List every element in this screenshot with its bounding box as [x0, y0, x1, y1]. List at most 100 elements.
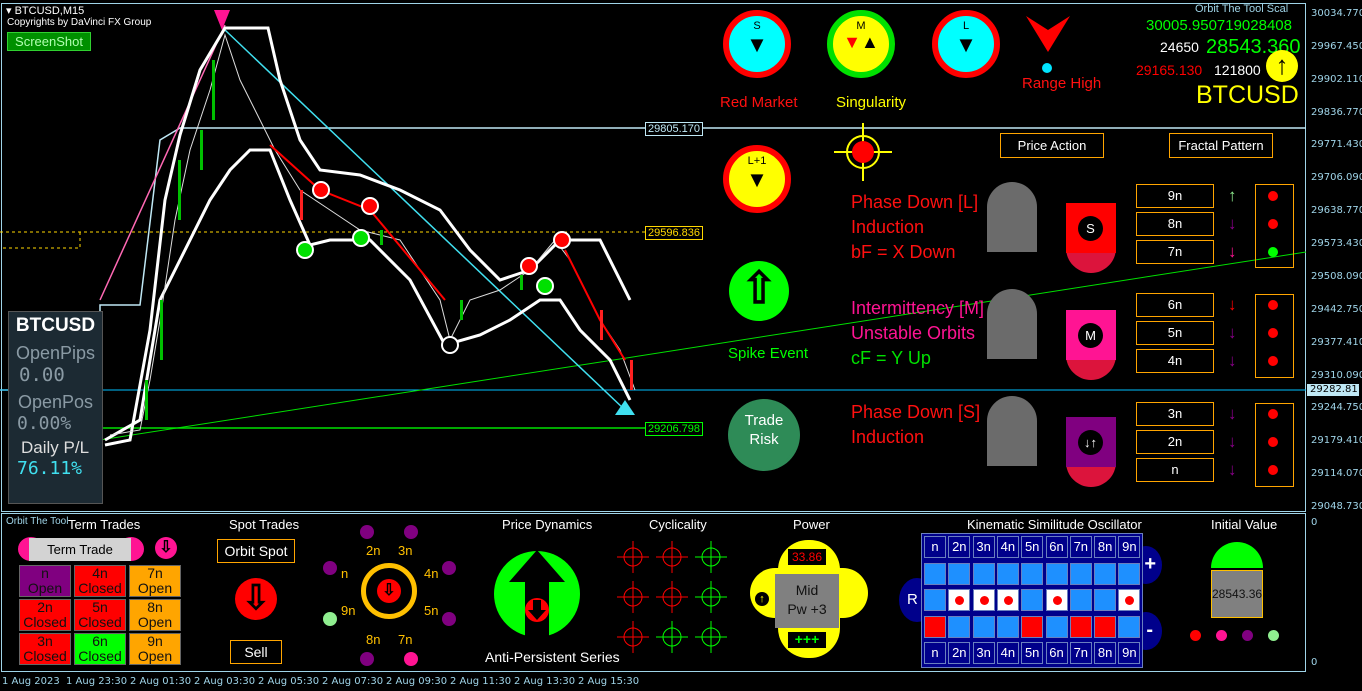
oscillator-cell: [924, 562, 946, 585]
chevron-down-icon: ▼: [746, 167, 768, 192]
fractal-pattern-button[interactable]: Fractal Pattern: [1169, 133, 1273, 158]
oscillator-cell[interactable]: 9n: [1118, 536, 1141, 558]
oscillator-cell[interactable]: 7n: [1069, 642, 1092, 664]
time-tick: 2 Aug 05:30: [258, 676, 320, 687]
open-pips-label: OpenPips: [16, 343, 96, 363]
arrow-up-icon: ↑: [755, 592, 769, 606]
term-trade-cell-9n[interactable]: 9n Open: [129, 633, 181, 665]
series-label: Anti-Persistent Series: [485, 649, 620, 665]
tool-label: Orbit The Tool: [6, 516, 69, 527]
chevron-down-icon: ▼: [955, 32, 977, 57]
orbit-spot-button[interactable]: Orbit Spot: [217, 539, 295, 563]
orbit-label: 2n: [366, 543, 381, 558]
oscillator-cell[interactable]: 4n: [996, 536, 1019, 558]
level-lower: 29206.798: [645, 422, 703, 436]
oscillator-cell[interactable]: 9n: [1118, 642, 1141, 664]
sell-button[interactable]: Sell: [230, 640, 282, 664]
oscillator-cell[interactable]: 5n: [1021, 536, 1044, 558]
oscillator-cell[interactable]: 5n: [1021, 642, 1044, 664]
phase-badge-label: M: [1078, 323, 1103, 348]
term-trade-hold-button[interactable]: Term Trade [Hold]: [29, 538, 131, 580]
power-value: 33.86: [788, 549, 826, 565]
cycle-crosshair-icon: [656, 621, 688, 653]
fractal-button-2n[interactable]: 2n: [1136, 430, 1214, 454]
initial-value-dot: [1216, 630, 1227, 641]
term-trade-n: 4n: [92, 565, 108, 581]
oscillator-cell: [1045, 615, 1068, 638]
signal-l1-label: L+1: [747, 155, 767, 167]
panel-name: Orbit The Tool Scal: [1195, 3, 1289, 15]
oscillator-cell[interactable]: 3n: [972, 536, 995, 558]
oscillator-dot: [1052, 596, 1062, 605]
time-tick: 2 Aug 03:30: [194, 676, 256, 687]
oscillator-cell[interactable]: 6n: [1045, 642, 1068, 664]
quote-line3-right: 121800: [1214, 62, 1261, 78]
fractal-button-6n[interactable]: 6n: [1136, 293, 1214, 317]
signal-s-label: S: [753, 20, 761, 32]
orbit-dot: [360, 525, 374, 539]
oscillator-dot: [1003, 596, 1013, 605]
term-trade-cell-8n[interactable]: 8n Open: [129, 599, 181, 631]
screenshot-button[interactable]: ScreenShot: [7, 32, 91, 51]
cycle-crosshair-icon: [617, 621, 649, 653]
signal-m-label: M: [856, 20, 866, 32]
term-trade-cell-5n[interactable]: 5n Closed: [74, 599, 126, 631]
signal-l1-circle: L+1 ▼: [723, 145, 791, 213]
price-tick: 29508.090: [1311, 270, 1362, 282]
oscillator-cell[interactable]: 8n: [1094, 642, 1117, 664]
price-chart[interactable]: [0, 0, 1306, 512]
quote-line3-left: 29165.130: [1136, 62, 1203, 78]
fractal-button-n[interactable]: n: [1136, 458, 1214, 482]
quote-symbol: BTCUSD: [1196, 81, 1299, 109]
oscillator-cell: [924, 615, 946, 638]
power-strength: +++: [788, 632, 826, 648]
term-trade-cell-7n[interactable]: 7n Open: [129, 565, 181, 597]
oscillator-cell: [1021, 589, 1044, 611]
price-action-button[interactable]: Price Action: [1000, 133, 1104, 158]
oscillator-cell[interactable]: n: [924, 536, 946, 558]
term-trade-n: 9n: [147, 633, 163, 649]
term-trade-cell-n[interactable]: n Open: [19, 565, 71, 597]
oscillator-cell[interactable]: 2n: [948, 536, 971, 558]
red-signal-line: [269, 144, 446, 301]
arrow-down-icon: ↓: [1228, 242, 1237, 261]
chevron-down-icon: ▼: [746, 32, 768, 57]
mixed-arrows-icon: ▼▲: [843, 32, 879, 52]
power-widget: 33.86 Mid Pw +3 ↑ +++: [750, 540, 868, 658]
term-trade-status: Open: [137, 614, 173, 630]
fractal-button-9n[interactable]: 9n: [1136, 184, 1214, 208]
fractal-button-5n[interactable]: 5n: [1136, 321, 1214, 345]
fractal-button-3n[interactable]: 3n: [1136, 402, 1214, 426]
price-tick: 29244.750: [1311, 402, 1362, 414]
orbit-label: 4n: [424, 566, 439, 581]
phase-badge-label: ↓↑: [1078, 430, 1103, 455]
oscillator-cell: [1069, 562, 1092, 585]
oscillator-cell[interactable]: 4n: [996, 642, 1019, 664]
price-tick: 29573.430: [1311, 238, 1362, 250]
oscillator-cell[interactable]: n: [924, 642, 946, 664]
cycle-crosshair-icon: [695, 541, 727, 573]
oscillator-cell: [972, 589, 995, 611]
fractal-button-8n[interactable]: 8n: [1136, 212, 1214, 236]
term-trade-cell-3n[interactable]: 3n Closed: [19, 633, 71, 665]
time-tick: 1 Aug 23:30: [66, 676, 128, 687]
oscillator-cell[interactable]: 3n: [972, 642, 995, 664]
phase-text: Phase Down [S]: [851, 402, 981, 422]
term-trade-cell-4n[interactable]: 4n Closed: [74, 565, 126, 597]
red-market-label: Red Market: [720, 94, 798, 111]
oscillator-cell[interactable]: 7n: [1069, 536, 1092, 558]
arrow-up-icon: ↑: [1266, 50, 1298, 82]
oscillator-cell: [1045, 562, 1068, 585]
singularity-label: Singularity: [836, 94, 907, 111]
term-trade-cell-6n[interactable]: 6n Closed: [74, 633, 126, 665]
term-trade-cell-2n[interactable]: 2n Closed: [19, 599, 71, 631]
phase-text: Intermittency [M]: [851, 298, 985, 318]
initial-value: 28543.360: [1211, 570, 1263, 618]
quote-line2-left: 24650: [1160, 39, 1199, 55]
oscillator-cell[interactable]: 8n: [1094, 536, 1117, 558]
oscillator-cell[interactable]: 2n: [948, 642, 971, 664]
fractal-button-4n[interactable]: 4n: [1136, 349, 1214, 373]
oscillator-cell[interactable]: 6n: [1045, 536, 1068, 558]
oscillator-cell: [924, 589, 946, 611]
fractal-button-7n[interactable]: 7n: [1136, 240, 1214, 264]
